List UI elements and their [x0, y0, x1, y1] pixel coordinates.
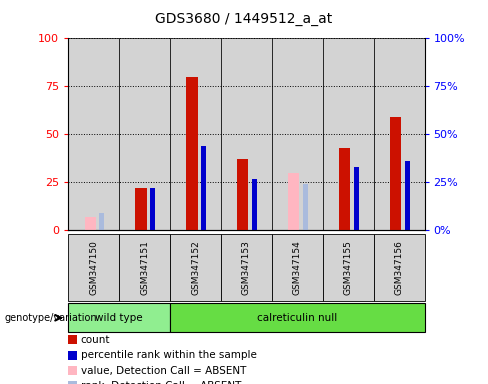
Bar [390, 117, 401, 230]
Text: percentile rank within the sample: percentile rank within the sample [81, 350, 256, 360]
Text: GSM347156: GSM347156 [395, 240, 404, 295]
Text: count: count [81, 335, 110, 345]
Bar [119, 38, 170, 230]
Text: value, Detection Call = ABSENT: value, Detection Call = ABSENT [81, 366, 246, 376]
Bar [201, 146, 206, 230]
Text: rank, Detection Call = ABSENT: rank, Detection Call = ABSENT [81, 381, 241, 384]
Bar [221, 38, 272, 230]
Bar [303, 184, 308, 230]
Bar [252, 179, 257, 230]
Text: genotype/variation: genotype/variation [5, 313, 98, 323]
Bar [237, 159, 248, 230]
Bar [150, 188, 155, 230]
Text: GSM347153: GSM347153 [242, 240, 251, 295]
Bar [100, 213, 104, 230]
Text: wild type: wild type [95, 313, 143, 323]
Bar [405, 161, 410, 230]
Bar [186, 77, 198, 230]
Text: GSM347150: GSM347150 [89, 240, 98, 295]
Bar [68, 38, 119, 230]
Bar [374, 38, 425, 230]
Text: GSM347155: GSM347155 [344, 240, 353, 295]
Text: GDS3680 / 1449512_a_at: GDS3680 / 1449512_a_at [155, 12, 333, 25]
Text: calreticulin null: calreticulin null [257, 313, 338, 323]
Bar [84, 217, 96, 230]
Bar [288, 173, 299, 230]
Text: GSM347154: GSM347154 [293, 240, 302, 295]
Bar [136, 188, 147, 230]
Bar [339, 148, 350, 230]
Bar [323, 38, 374, 230]
Bar [354, 167, 359, 230]
Bar [170, 38, 221, 230]
Text: GSM347152: GSM347152 [191, 240, 200, 295]
Text: GSM347151: GSM347151 [140, 240, 149, 295]
Bar [272, 38, 323, 230]
